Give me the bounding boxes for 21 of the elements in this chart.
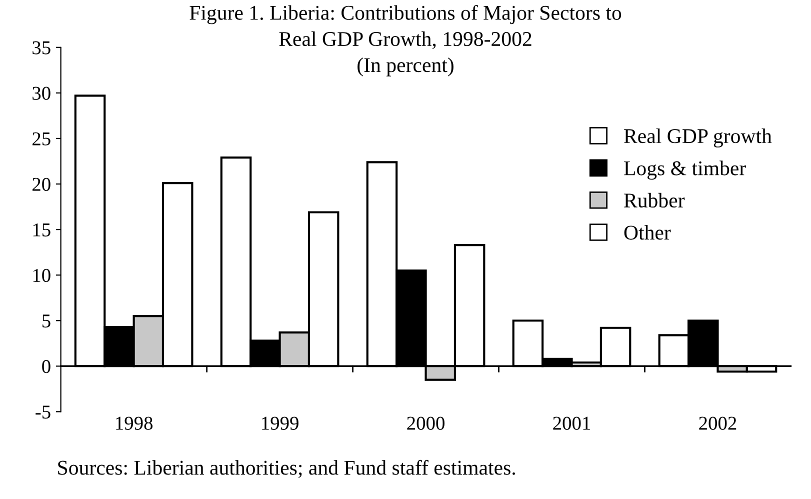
y-tick-label: 35 bbox=[32, 41, 50, 54]
x-tick-label: 1999 bbox=[262, 416, 298, 430]
y-tick-label: 25 bbox=[32, 132, 50, 146]
y-tick-label: -5 bbox=[36, 406, 50, 419]
x-tick-label: 2001 bbox=[553, 416, 590, 430]
x-tick-label: 2000 bbox=[407, 416, 444, 430]
legend-label: Rubber bbox=[624, 192, 685, 208]
y-tick-label: 5 bbox=[42, 314, 50, 328]
legend-label: Real GDP growth bbox=[624, 128, 772, 148]
y-tick-label: 10 bbox=[33, 268, 50, 282]
y-tick-label: 30 bbox=[32, 86, 50, 100]
source-note: Sources: Liberian authorities; and Fund staff estimates. bbox=[58, 460, 515, 478]
legend-label: Logs & timber bbox=[624, 160, 746, 180]
y-tick-label: 0 bbox=[42, 360, 50, 374]
legend-label: Other bbox=[624, 225, 671, 240]
chart-subtitle: (In percent) bbox=[358, 58, 454, 76]
x-tick-label: 1998 bbox=[116, 416, 153, 430]
x-tick-label: 2002 bbox=[699, 416, 736, 430]
y-tick-label: 15 bbox=[33, 223, 50, 236]
chart-title: Figure 1. Liberia: Contributions of Major Sectors to Real GDP Growth, 1998-2002 bbox=[190, 4, 622, 50]
y-tick-label: 20 bbox=[32, 178, 50, 191]
